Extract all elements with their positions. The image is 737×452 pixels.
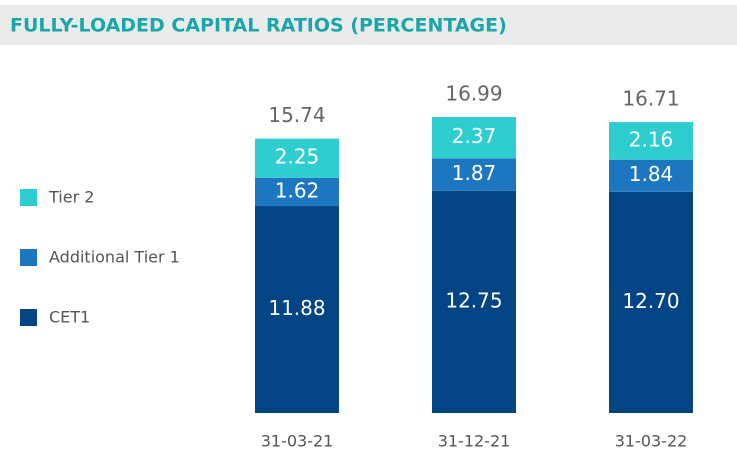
legend-label: Tier 2: [48, 188, 94, 207]
bar-segment: [255, 206, 339, 413]
total-label: 16.71: [622, 87, 679, 111]
data-label: 2.37: [452, 124, 497, 148]
bar-segment: [255, 138, 339, 178]
legend-swatch: [20, 249, 37, 266]
data-label: 12.75: [445, 288, 502, 312]
bar-segment: [609, 122, 693, 160]
x-tick-label: 31-03-21: [261, 432, 334, 451]
data-label: 1.84: [629, 162, 674, 186]
data-label: 12.70: [622, 289, 679, 313]
bar-segment: [609, 159, 693, 192]
legend-label: CET1: [49, 308, 90, 327]
data-label: 2.16: [629, 127, 674, 151]
data-label: 2.25: [275, 145, 320, 169]
bar-segment: [432, 158, 516, 191]
data-label: 11.88: [268, 296, 325, 320]
x-tick-label: 31-12-21: [438, 432, 511, 451]
data-label: 1.87: [452, 161, 497, 185]
total-label: 15.74: [268, 103, 325, 127]
legend-label: Additional Tier 1: [49, 248, 180, 267]
bar-segment: [609, 191, 693, 413]
bar-segment: [432, 117, 516, 159]
data-label: 1.62: [275, 178, 320, 202]
title-bar: [0, 5, 737, 45]
chart-title: FULLY-LOADED CAPITAL RATIOS (PERCENTAGE): [10, 15, 507, 37]
legend-swatch: [20, 309, 37, 326]
total-label: 16.99: [445, 82, 502, 106]
x-tick-label: 31-03-22: [615, 432, 688, 451]
bar-segment: [255, 177, 339, 207]
bar-segment: [432, 190, 516, 413]
legend-swatch: [20, 189, 37, 206]
